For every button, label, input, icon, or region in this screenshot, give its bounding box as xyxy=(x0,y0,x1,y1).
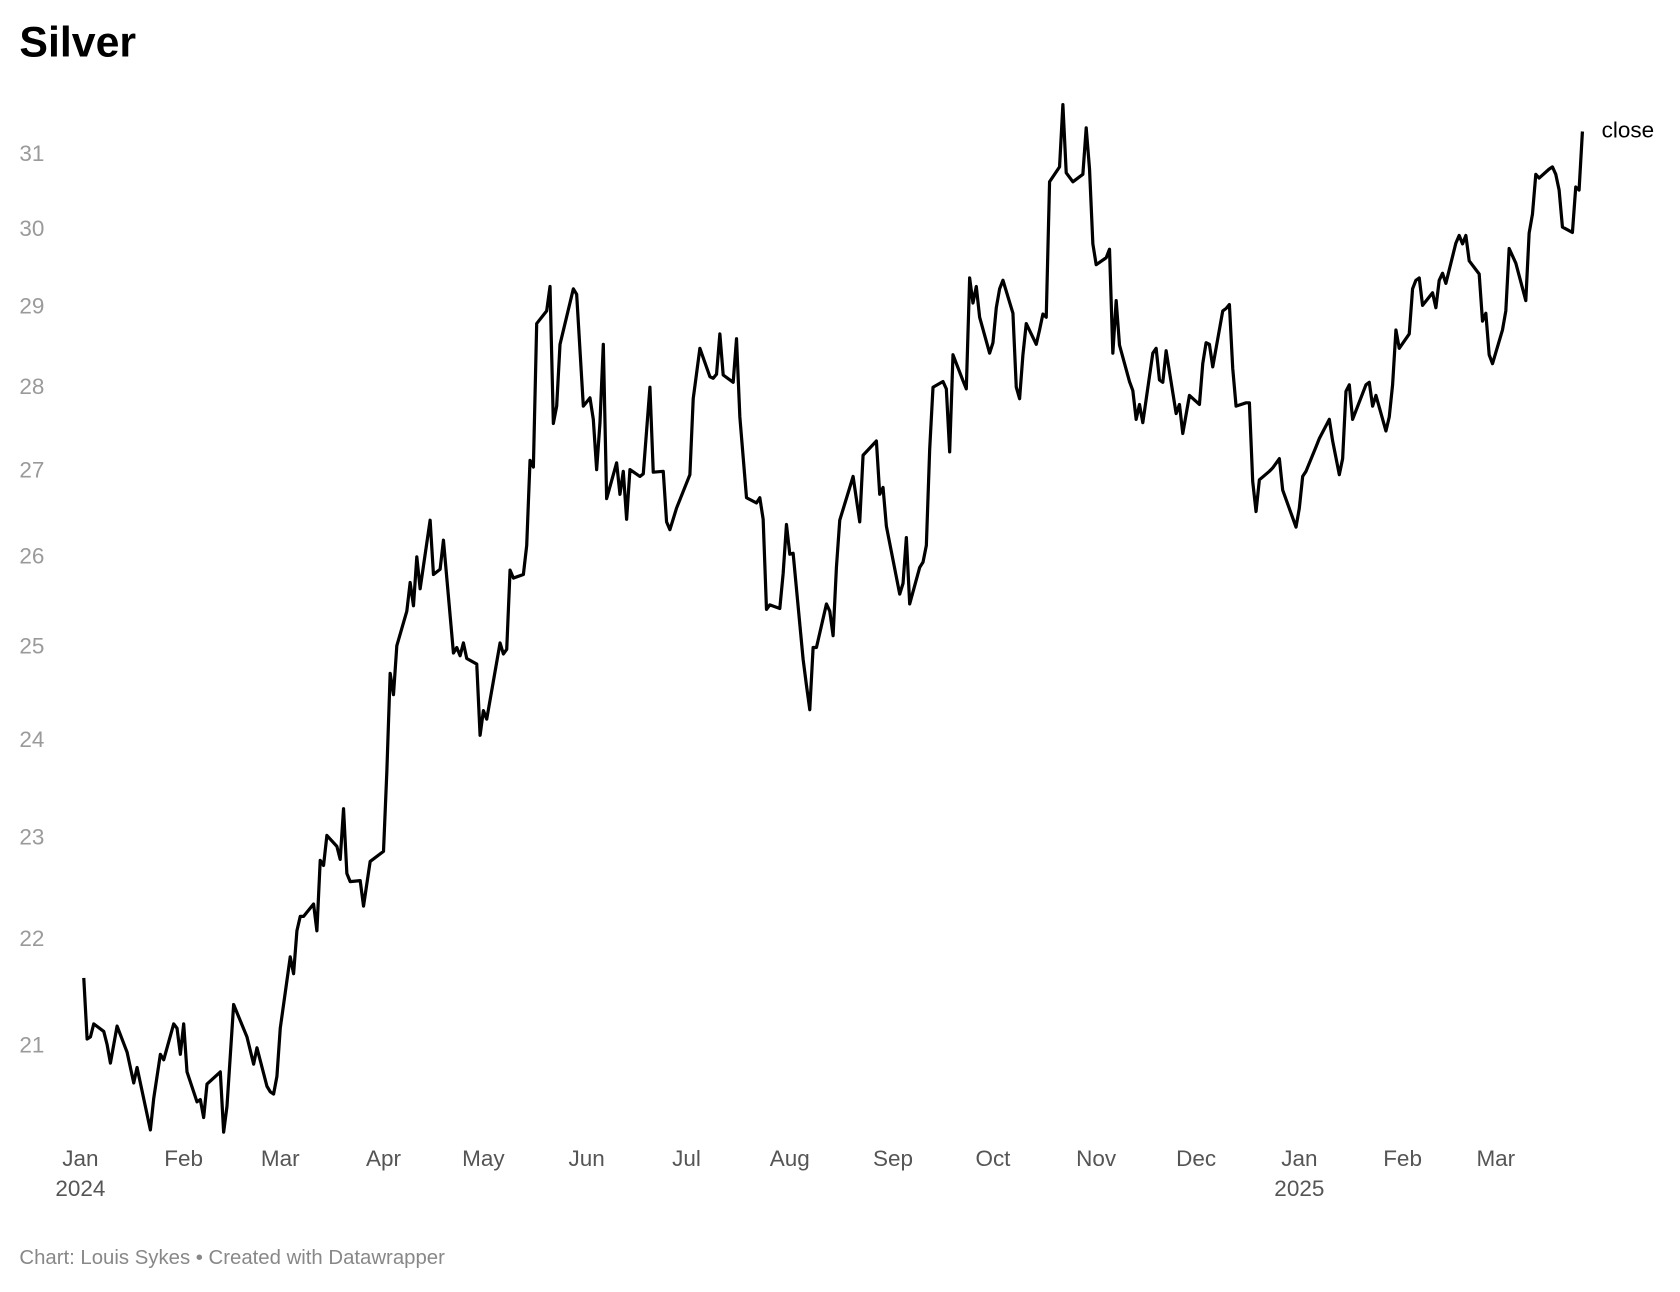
x-tick-label: Jun xyxy=(569,1146,605,1171)
y-tick-label: 28 xyxy=(19,374,44,399)
x-tick-label: Jan xyxy=(1281,1146,1317,1171)
x-tick-label: Mar xyxy=(261,1146,300,1171)
x-tick-label: Dec xyxy=(1176,1146,1216,1171)
y-tick-label: 31 xyxy=(19,141,44,166)
y-tick-label: 21 xyxy=(19,1033,44,1058)
x-tick-label: Feb xyxy=(1383,1146,1422,1171)
x-tick-label: Apr xyxy=(366,1146,402,1171)
y-tick-label: 29 xyxy=(19,294,44,319)
x-tick-label: Nov xyxy=(1076,1146,1117,1171)
x-tick-label: Jan xyxy=(62,1146,98,1171)
x-tick-label: May xyxy=(462,1146,505,1171)
x-tick-year: 2025 xyxy=(1274,1176,1324,1201)
x-tick-label: Mar xyxy=(1476,1146,1515,1171)
y-tick-label: 23 xyxy=(19,824,44,849)
source: Chart: Louis Sykes • Created with Datawr… xyxy=(19,1247,445,1269)
line xyxy=(82,103,1585,1134)
x-tick-label: Oct xyxy=(975,1146,1011,1171)
series-label: close xyxy=(1602,117,1654,142)
x-tick-label: Feb xyxy=(164,1146,203,1171)
y-tick-label: 27 xyxy=(19,457,44,482)
x-tick-label: Sep xyxy=(873,1146,913,1171)
x-tick-year: 2024 xyxy=(55,1176,105,1201)
chart-title: Silver xyxy=(19,18,136,66)
y-tick-label: 22 xyxy=(19,926,44,951)
x-tick-label: Jul xyxy=(672,1146,701,1171)
y-tick-label: 30 xyxy=(19,216,44,241)
x-tick-label: Aug xyxy=(770,1146,810,1171)
y-tick-label: 24 xyxy=(19,727,44,752)
y-tick-label: 26 xyxy=(19,544,44,569)
y-tick-label: 25 xyxy=(19,633,44,658)
